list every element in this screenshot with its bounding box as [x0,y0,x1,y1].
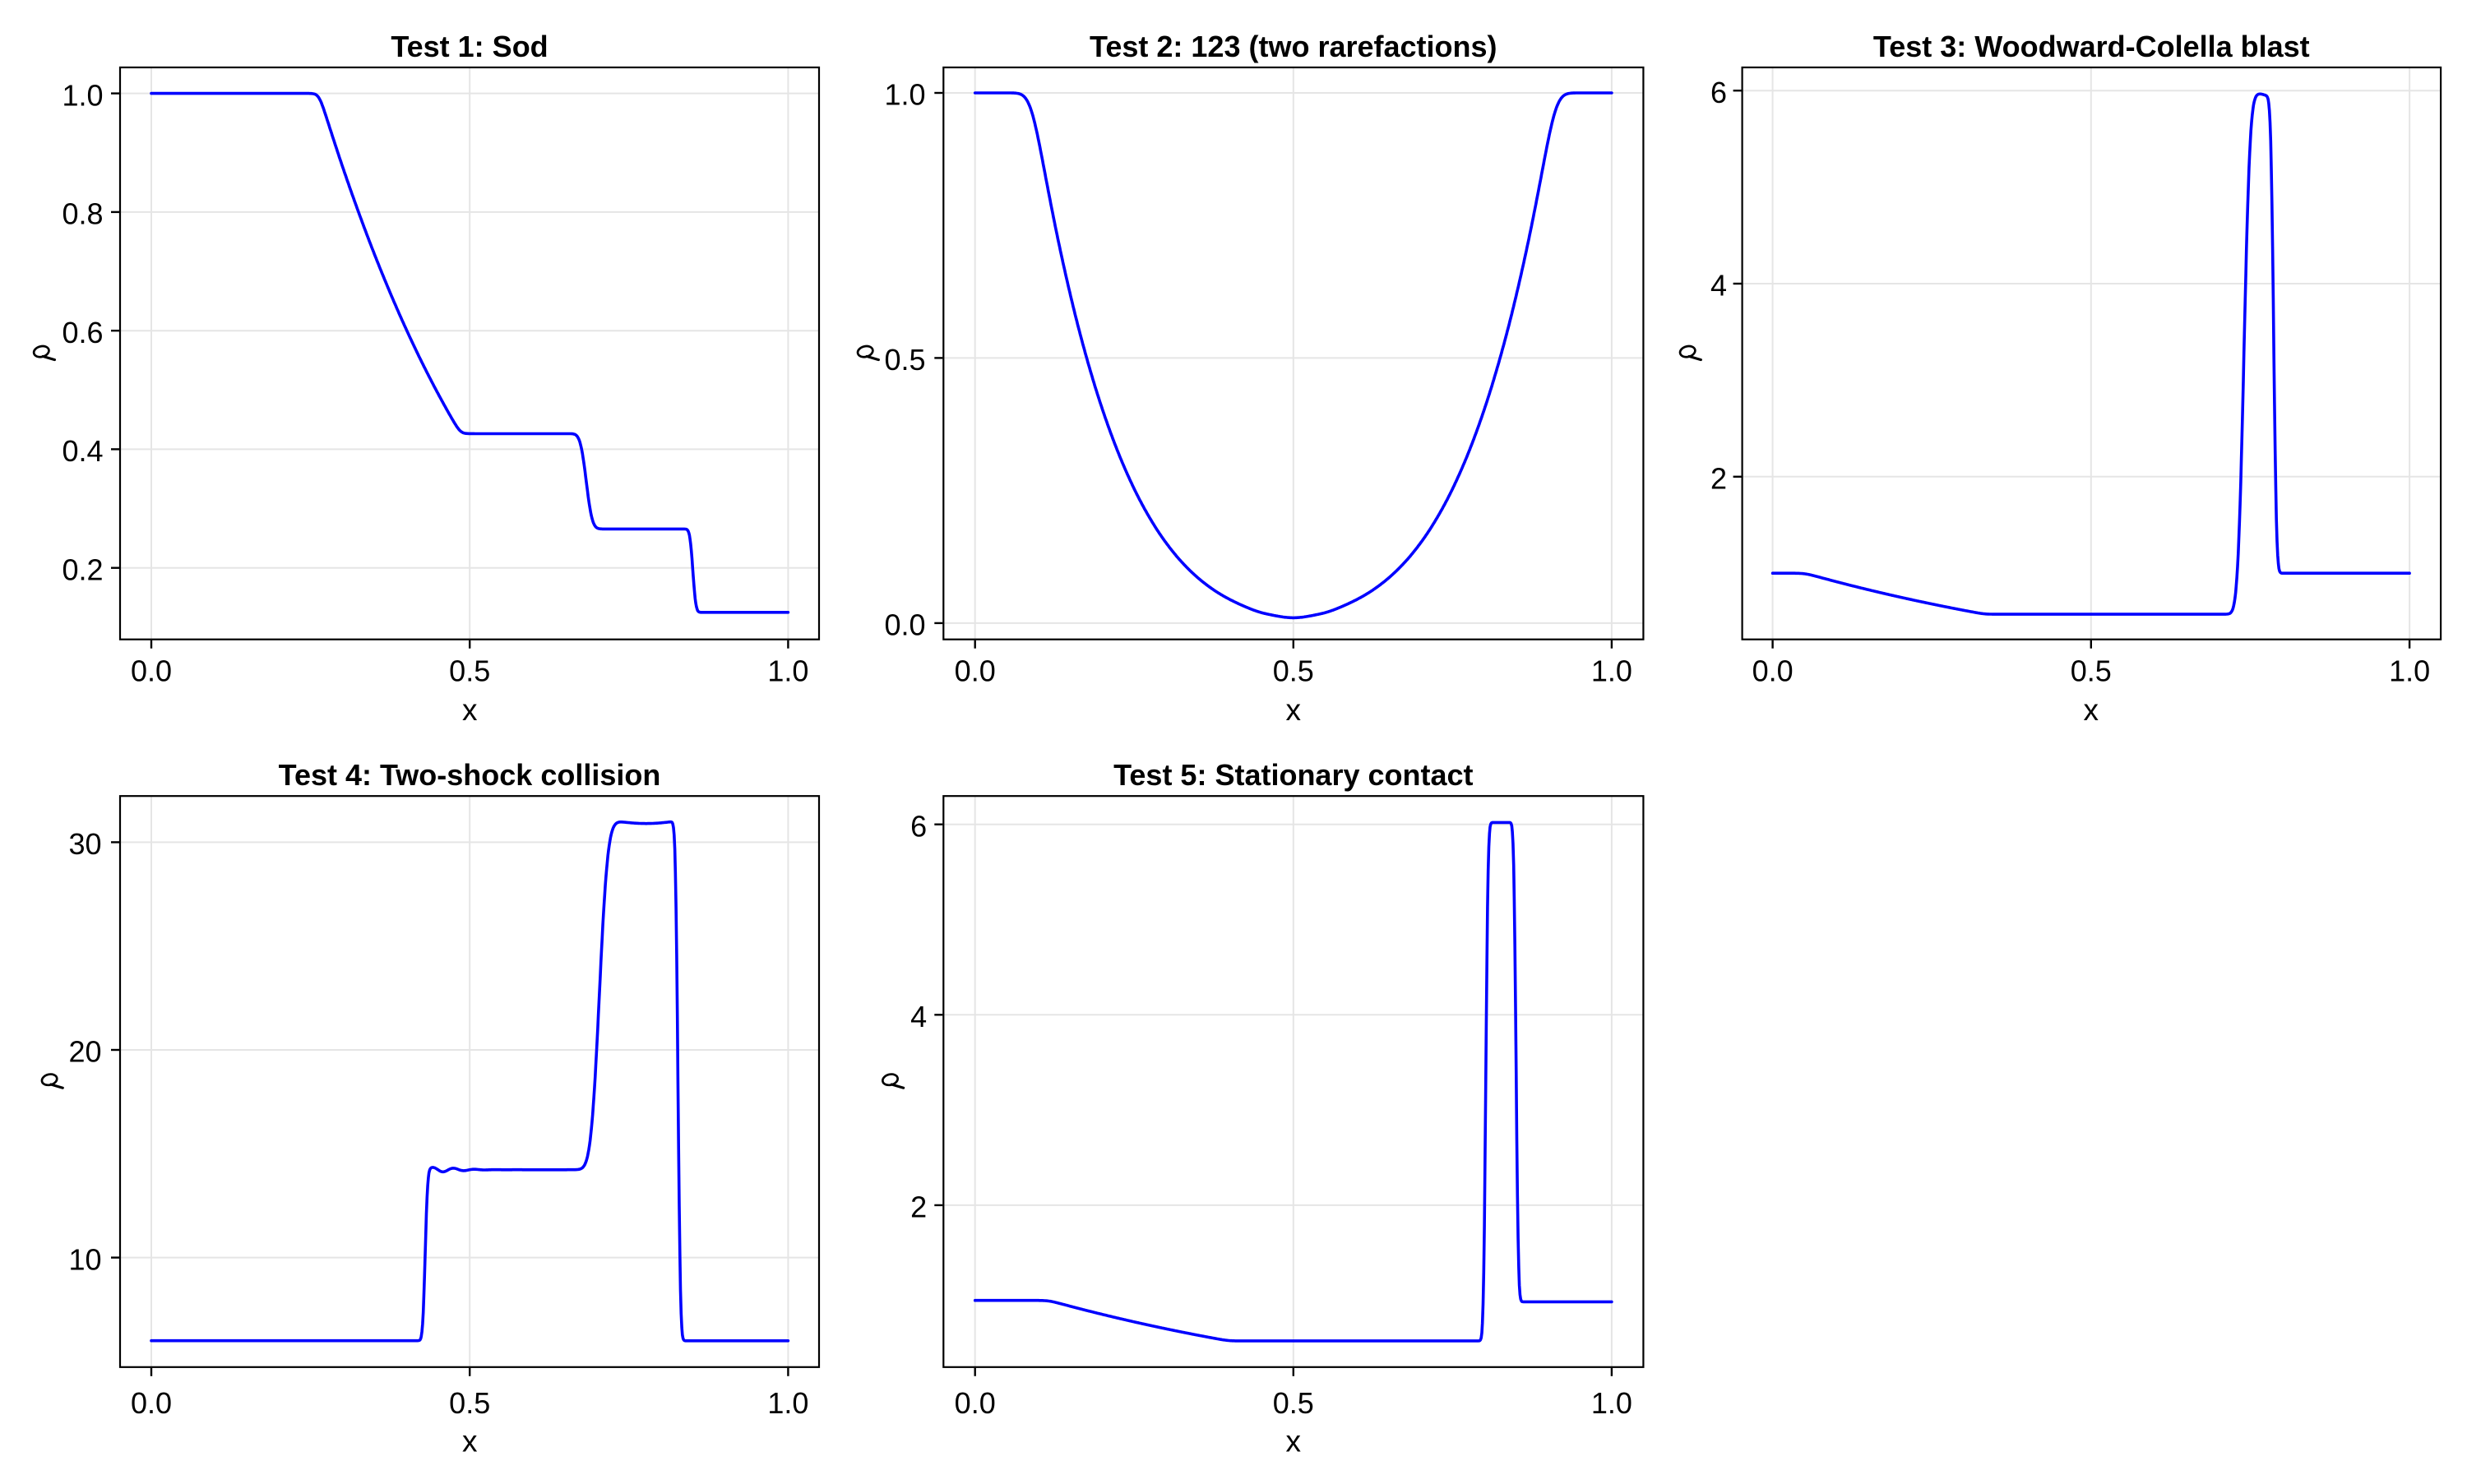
svg-text:6: 6 [910,809,927,843]
svg-text:Test 4: Two-shock collision: Test 4: Two-shock collision [279,758,661,792]
svg-text:2: 2 [910,1190,927,1224]
svg-text:2: 2 [1710,462,1727,496]
svg-text:1.0: 1.0 [62,78,103,112]
svg-text:0.5: 0.5 [884,343,925,377]
svg-text:4: 4 [910,1000,927,1033]
svg-text:30: 30 [68,827,101,861]
svg-text:Test 1: Sod: Test 1: Sod [391,30,548,63]
svg-text:0.0: 0.0 [955,654,996,688]
svg-text:1.0: 1.0 [767,654,808,688]
svg-text:x: x [2084,693,2099,727]
svg-text:Test 5: Stationary contact: Test 5: Stationary contact [1113,758,1473,792]
svg-text:0.5: 0.5 [2071,654,2112,688]
svg-text:20: 20 [68,1035,101,1069]
svg-text:0.2: 0.2 [62,552,103,586]
svg-text:1.0: 1.0 [2389,654,2430,688]
svg-text:0.8: 0.8 [62,197,103,231]
svg-text:1.0: 1.0 [1591,654,1632,688]
svg-text:0.0: 0.0 [131,654,172,688]
svg-text:x: x [462,693,478,727]
svg-text:0.6: 0.6 [62,316,103,349]
svg-text:0.5: 0.5 [1273,1386,1314,1420]
svg-text:0.5: 0.5 [449,1386,490,1420]
svg-text:Test 3: Woodward-Colella blast: Test 3: Woodward-Colella blast [1873,30,2310,63]
svg-text:1.0: 1.0 [767,1386,808,1420]
svg-text:x: x [462,1424,478,1458]
svg-text:Test 2: 123 (two rarefactions): Test 2: 123 (two rarefactions) [1090,30,1497,63]
svg-text:0.0: 0.0 [131,1386,172,1420]
svg-text:0.0: 0.0 [884,608,925,642]
svg-text:10: 10 [68,1242,101,1276]
svg-text:1.0: 1.0 [1591,1386,1632,1420]
svg-text:x: x [1286,1424,1302,1458]
svg-text:0.4: 0.4 [62,434,103,468]
svg-text:6: 6 [1710,76,1727,109]
svg-text:0.5: 0.5 [449,654,490,688]
svg-text:1.0: 1.0 [884,78,925,112]
svg-text:0.0: 0.0 [955,1386,996,1420]
svg-text:x: x [1286,693,1302,727]
svg-text:4: 4 [1710,269,1727,303]
svg-text:0.5: 0.5 [1273,654,1314,688]
svg-text:0.0: 0.0 [1752,654,1794,688]
